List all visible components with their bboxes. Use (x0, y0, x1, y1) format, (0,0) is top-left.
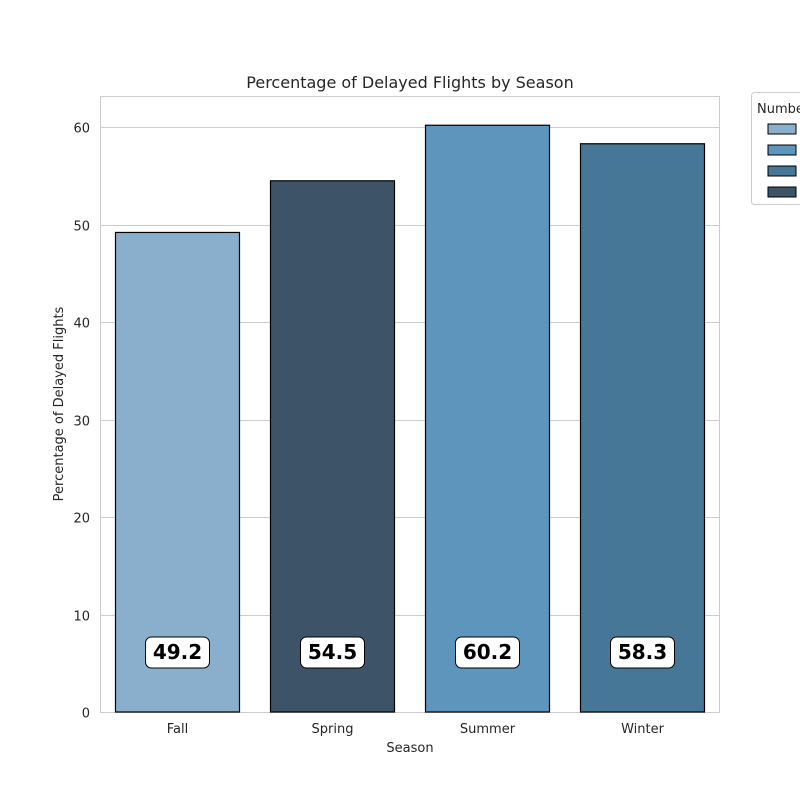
data-label: 58.3 (618, 640, 667, 664)
data-label: 60.2 (463, 640, 512, 664)
x-axis-label: Season (386, 741, 433, 756)
legend-swatch (767, 144, 797, 156)
data-label: 54.5 (308, 640, 357, 664)
legend: Numbe (751, 92, 800, 205)
y-tick-label: 50 (73, 220, 90, 235)
y-tick-label: 0 (82, 707, 90, 722)
y-tick-label: 10 (73, 610, 90, 625)
bar-winter (579, 143, 706, 713)
plot-frame (100, 96, 720, 713)
legend-swatch (767, 123, 797, 135)
y-tick-label: 30 (73, 415, 90, 430)
bar-fall (114, 231, 241, 713)
chart-title: Percentage of Delayed Flights by Season (246, 73, 573, 92)
data-label-box (610, 636, 675, 669)
y-tick-label: 40 (73, 317, 90, 332)
y-axis-ticks: 0 10 20 30 40 50 60 (73, 122, 90, 722)
x-tick-label: Winter (621, 722, 665, 737)
y-axis-label: Percentage of Delayed Flights (52, 306, 67, 501)
x-tick-label: Spring (312, 722, 354, 737)
legend-swatches (767, 123, 797, 198)
legend-title: Numbe (757, 102, 800, 117)
data-label-box (455, 636, 520, 669)
data-label-box (300, 636, 365, 669)
data-label-box (145, 636, 210, 669)
x-tick-label: Summer (460, 722, 516, 737)
bars (114, 124, 706, 713)
legend-swatch (767, 186, 797, 198)
legend-swatch (767, 165, 797, 177)
bar-spring (269, 180, 396, 713)
x-axis-ticks: Fall Spring Summer Winter (167, 722, 665, 737)
y-tick-label: 60 (73, 122, 90, 137)
data-label: 49.2 (153, 640, 202, 664)
x-tick-label: Fall (167, 722, 188, 737)
y-tick-label: 20 (73, 512, 90, 527)
data-labels: 49.2 54.5 60.2 58.3 (145, 636, 675, 669)
bar-summer (424, 124, 551, 713)
